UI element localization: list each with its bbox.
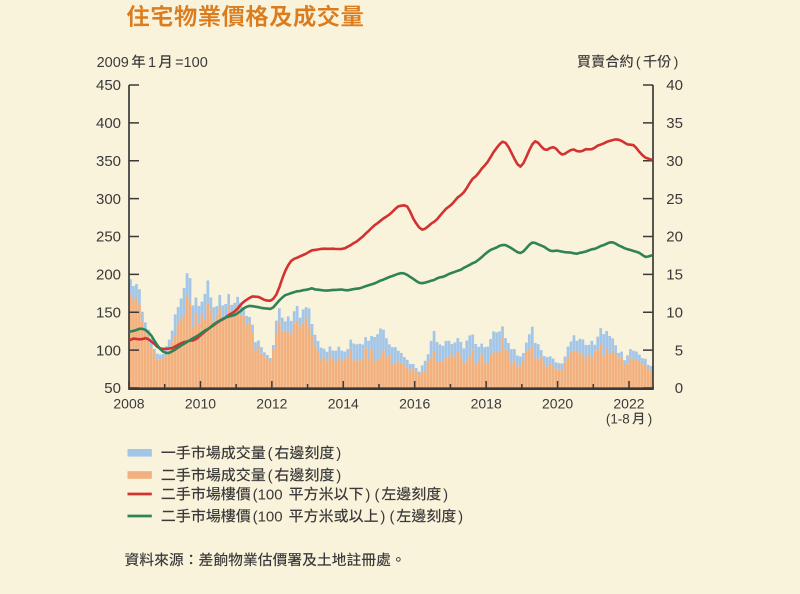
svg-text:250: 250 [96,229,121,246]
svg-text:): ) [336,467,341,484]
svg-text:(: ( [268,467,273,484]
svg-text:2009: 2009 [97,55,129,71]
svg-text:2014: 2014 [328,396,359,412]
svg-text:2012: 2012 [256,396,287,412]
svg-text:2016: 2016 [399,396,430,412]
svg-text:) (: ) ( [365,486,379,503]
svg-text:50: 50 [104,380,121,397]
svg-text:2010: 2010 [185,396,216,412]
svg-text:): ) [336,445,341,462]
svg-text:400: 400 [96,115,121,132]
svg-text:10: 10 [666,304,683,321]
svg-text:450: 450 [96,77,121,94]
svg-text:5: 5 [675,342,683,359]
svg-text:2008: 2008 [113,396,144,412]
svg-text:35: 35 [666,115,683,132]
svg-text:40: 40 [666,77,683,94]
svg-text:0: 0 [675,380,683,397]
svg-text:1: 1 [148,55,156,71]
svg-text:100: 100 [96,342,121,359]
svg-text:30: 30 [666,153,683,170]
svg-text:): ) [648,411,652,426]
svg-text:): ) [443,486,448,503]
svg-text:(100: (100 [253,486,283,503]
svg-text:): ) [458,508,463,525]
svg-text:150: 150 [96,304,121,321]
svg-text:): ) [674,55,679,71]
svg-text:200: 200 [96,267,121,284]
svg-text:2020: 2020 [542,396,573,412]
svg-text:15: 15 [666,267,683,284]
svg-text:300: 300 [96,191,121,208]
svg-text:350: 350 [96,153,121,170]
svg-text:25: 25 [666,191,683,208]
svg-text:=100: =100 [175,55,208,71]
svg-text:20: 20 [666,229,683,246]
svg-text:2022: 2022 [613,396,644,412]
svg-text:) (: ) ( [380,508,394,525]
svg-text:(100: (100 [253,508,283,525]
svg-text:(: ( [636,55,641,71]
svg-text:(: ( [268,445,273,462]
svg-text:(1-8: (1-8 [606,411,630,426]
svg-text:2018: 2018 [471,396,502,412]
